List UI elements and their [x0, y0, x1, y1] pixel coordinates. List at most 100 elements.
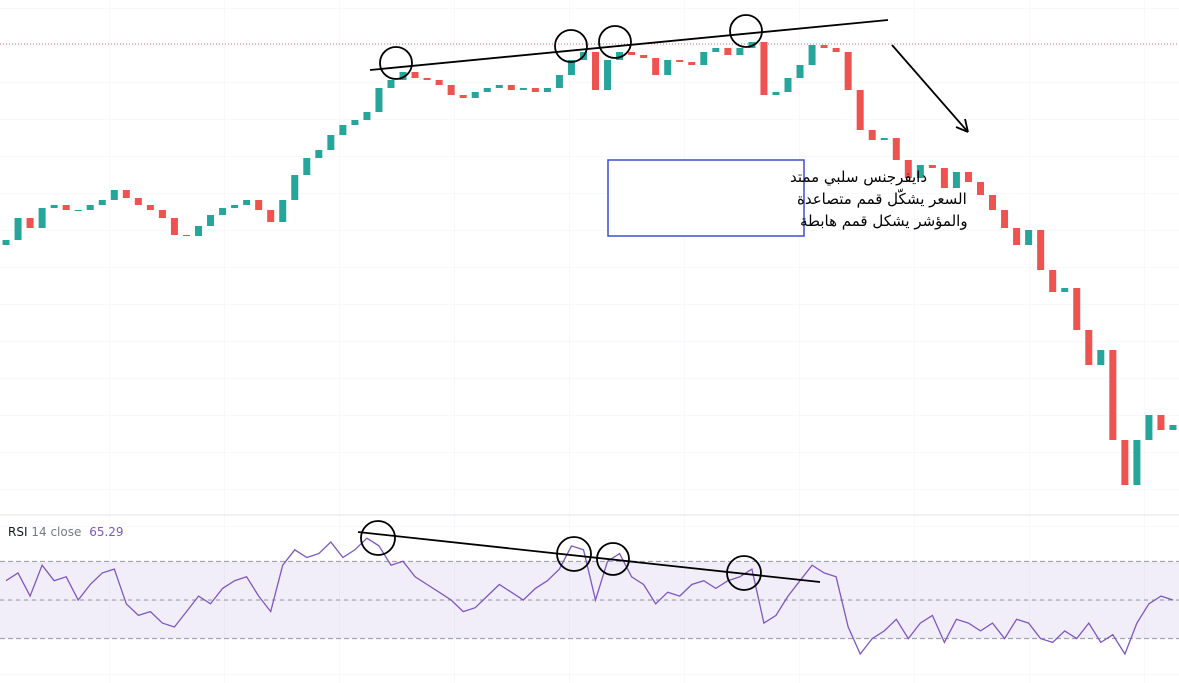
candle — [880, 138, 888, 140]
candle — [1061, 288, 1069, 292]
candle — [110, 190, 118, 200]
candle — [543, 88, 551, 92]
candle — [555, 75, 563, 88]
candle — [1169, 425, 1177, 430]
candle — [411, 72, 419, 78]
candle — [856, 90, 864, 130]
candle — [507, 85, 515, 90]
candle — [267, 210, 275, 222]
candle — [483, 88, 491, 92]
drawings — [357, 14, 969, 591]
candle — [1145, 415, 1153, 440]
candle — [195, 226, 203, 236]
circle — [596, 542, 630, 576]
candle — [1013, 228, 1021, 245]
candle — [1049, 270, 1057, 292]
candle — [1121, 440, 1129, 485]
circle — [554, 29, 588, 63]
candle — [964, 172, 972, 182]
candle — [760, 42, 768, 95]
rsi-pane — [0, 537, 1179, 656]
candle — [327, 135, 335, 150]
candle — [652, 58, 660, 75]
candle — [231, 205, 239, 208]
candle — [182, 235, 190, 236]
candle — [158, 210, 166, 218]
circle — [598, 25, 632, 59]
candle — [50, 205, 58, 208]
trend-line — [357, 531, 821, 583]
candle — [892, 138, 900, 160]
candle — [868, 130, 876, 140]
candle — [628, 52, 636, 55]
candle — [14, 218, 22, 240]
candle — [952, 172, 960, 188]
candle — [447, 85, 455, 95]
candle — [363, 112, 371, 120]
candle — [808, 45, 816, 65]
annotation-text: والمؤشر يشكل قمم هابطة — [800, 212, 968, 230]
arrow — [891, 44, 969, 133]
candle — [255, 200, 263, 210]
circle — [726, 555, 762, 591]
candle — [291, 175, 299, 200]
circle — [379, 46, 413, 80]
candle — [592, 52, 600, 90]
trend-line — [369, 19, 889, 71]
candle — [989, 195, 997, 210]
candle — [423, 78, 431, 80]
candle — [351, 120, 359, 125]
candle — [844, 52, 852, 90]
candle — [916, 165, 924, 178]
candle — [928, 165, 936, 168]
candle — [664, 60, 672, 75]
candle — [976, 182, 984, 195]
candle — [435, 80, 443, 85]
candle — [387, 80, 395, 88]
candle — [700, 52, 708, 65]
rsi-source: close — [50, 525, 81, 539]
candle — [339, 125, 347, 135]
candle — [86, 205, 94, 210]
candle — [38, 208, 46, 228]
candle — [207, 215, 215, 226]
candle — [604, 60, 612, 90]
candle — [772, 92, 780, 95]
candle — [134, 198, 142, 205]
candle — [495, 85, 503, 88]
circle — [360, 520, 396, 556]
candle — [796, 65, 804, 78]
candle — [146, 205, 154, 210]
arrow-head — [955, 118, 969, 133]
candle — [399, 72, 407, 80]
candle — [303, 158, 311, 175]
candle — [1097, 350, 1105, 365]
candle — [74, 210, 82, 211]
candle — [712, 48, 720, 52]
annotation-text: السعر يشكّل قمم متصاعدة — [797, 188, 967, 208]
rsi-title: RSI — [8, 525, 28, 539]
candle — [26, 218, 34, 228]
candle — [62, 205, 70, 210]
annotation-text: دايفرجنس سلبي ممتد — [790, 168, 927, 187]
rsi-value: 65.29 — [89, 525, 123, 539]
candle — [724, 48, 732, 55]
circle — [729, 14, 763, 48]
candle — [471, 92, 479, 98]
candle — [279, 200, 287, 222]
candle — [1073, 288, 1081, 330]
rsi-length: 14 — [31, 525, 46, 539]
candle — [243, 200, 251, 205]
candle — [1109, 350, 1117, 440]
price-pane — [2, 42, 1177, 485]
candle — [315, 150, 323, 158]
candle — [459, 95, 467, 98]
candle — [736, 48, 744, 55]
candle — [1001, 210, 1009, 228]
candle — [98, 200, 106, 205]
candle — [1025, 230, 1033, 245]
rsi-line — [5, 537, 1174, 656]
candle — [1085, 330, 1093, 365]
